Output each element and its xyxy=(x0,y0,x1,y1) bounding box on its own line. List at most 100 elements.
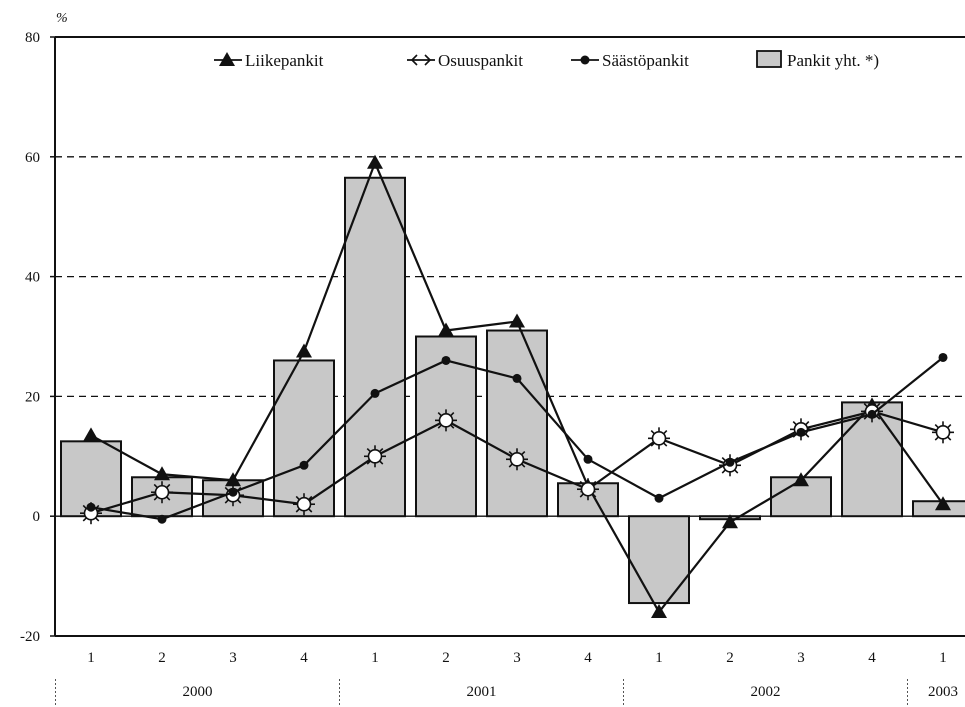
y-tick-label: 80 xyxy=(25,30,40,46)
sun-ray xyxy=(805,433,810,438)
dot-marker xyxy=(867,409,877,419)
sun-ray xyxy=(379,460,384,465)
dot-marker xyxy=(938,352,948,362)
x-tick-label: 3 xyxy=(229,650,237,666)
triangle-marker xyxy=(438,322,454,337)
legend-label: Säästöpankit xyxy=(602,51,689,70)
triangle-marker xyxy=(367,154,383,169)
y-tick-label: -20 xyxy=(20,629,40,645)
triangle-marker xyxy=(154,466,170,481)
sun-ray xyxy=(166,483,171,488)
triangle-marker xyxy=(83,427,99,442)
sun-ray xyxy=(166,496,171,501)
y-unit-label: % xyxy=(56,11,68,26)
dot-marker xyxy=(725,457,735,467)
series-dot xyxy=(86,352,948,524)
sun-ray xyxy=(295,508,300,513)
sun-ray xyxy=(805,421,810,425)
x-tick-label: 1 xyxy=(939,650,947,666)
legend-triangle-marker xyxy=(219,52,235,66)
sun-core xyxy=(154,484,170,500)
bar xyxy=(486,329,548,518)
sun-ray xyxy=(579,480,584,485)
bar xyxy=(273,359,335,518)
x-tick-label: 1 xyxy=(371,650,379,666)
line-series xyxy=(80,154,954,619)
sun-ray xyxy=(934,436,939,441)
x-tick-label: 4 xyxy=(584,650,592,666)
dot-marker xyxy=(441,355,451,365)
legend-swatch xyxy=(756,50,782,68)
dot-marker xyxy=(228,487,238,497)
x-tick-label: 4 xyxy=(868,650,876,666)
sun-marker xyxy=(293,493,315,516)
sun-ray xyxy=(82,517,87,522)
legend-label: Liikepankit xyxy=(245,51,324,70)
sun-ray xyxy=(366,447,371,452)
legend-label: Osuuspankit xyxy=(438,51,523,70)
sun-core xyxy=(509,451,525,467)
sun-marker xyxy=(151,481,173,504)
x-tick-label: 2 xyxy=(158,650,166,666)
bar-series xyxy=(60,176,965,605)
x-tick-label: 1 xyxy=(87,650,95,666)
sun-marker xyxy=(577,478,599,501)
legend-item: Pankit yht. *) xyxy=(756,50,879,70)
sun-ray xyxy=(721,469,726,474)
sun-ray xyxy=(876,403,881,407)
sun-marker xyxy=(364,445,386,468)
x-tick-label: 2 xyxy=(726,650,734,666)
x-year-label: 2002 xyxy=(751,684,781,700)
x-year-label: 2000 xyxy=(183,684,213,700)
sun-ray xyxy=(592,493,597,498)
legend-dot-marker xyxy=(580,55,590,65)
dot-marker xyxy=(512,373,522,383)
y-axis: % -20 0 20 40 60 80 xyxy=(20,11,68,645)
sun-ray xyxy=(82,504,87,509)
sun-ray xyxy=(437,412,442,416)
x-tick-label: 3 xyxy=(513,650,521,666)
sun-marker xyxy=(506,448,528,471)
y-tick-label: 0 xyxy=(33,509,41,525)
series-sun xyxy=(80,400,954,525)
sun-marker xyxy=(648,427,670,450)
bar xyxy=(628,515,690,605)
sun-ray xyxy=(508,463,513,468)
x-tick-label: 2 xyxy=(442,650,450,666)
y-tick-label: 20 xyxy=(25,389,40,405)
sun-ray xyxy=(734,469,739,474)
sun-ray xyxy=(295,495,300,500)
x-tick-label: 3 xyxy=(797,650,805,666)
sun-ray xyxy=(153,483,158,488)
sun-ray xyxy=(792,421,797,425)
sun-ray xyxy=(947,436,952,441)
dot-marker xyxy=(157,514,167,524)
sun-ray xyxy=(721,456,726,461)
triangle-marker xyxy=(509,313,525,328)
x-tick-label: 4 xyxy=(300,650,308,666)
sun-ray xyxy=(308,495,313,500)
plot-frame xyxy=(54,36,965,637)
sun-ray xyxy=(863,403,868,407)
x-year-label: 2001 xyxy=(467,684,497,700)
sun-marker xyxy=(435,409,457,432)
sun-core xyxy=(935,425,951,440)
sun-ray xyxy=(450,412,455,416)
dot-marker xyxy=(86,502,96,512)
sun-ray xyxy=(153,496,158,501)
sun-ray xyxy=(521,450,526,455)
sun-core xyxy=(580,481,596,497)
dot-marker xyxy=(796,427,806,437)
legend: Liikepankit Osuuspankit Säästöpankit Pankit… xyxy=(214,50,879,70)
x-axis: 1 2 3 4 1 2 3 4 1 2 3 4 1 2000 2001 2002 2003 xyxy=(55,650,958,707)
sun-core xyxy=(438,413,454,428)
sun-ray xyxy=(650,442,655,447)
triangle-marker xyxy=(722,514,738,529)
sun-ray xyxy=(521,463,526,468)
legend-item: Liikepankit xyxy=(214,51,324,70)
sun-core xyxy=(367,448,383,464)
legend-arrow-marker xyxy=(411,54,431,66)
y-tick-label: 40 xyxy=(25,270,40,286)
dot-marker xyxy=(299,460,309,470)
